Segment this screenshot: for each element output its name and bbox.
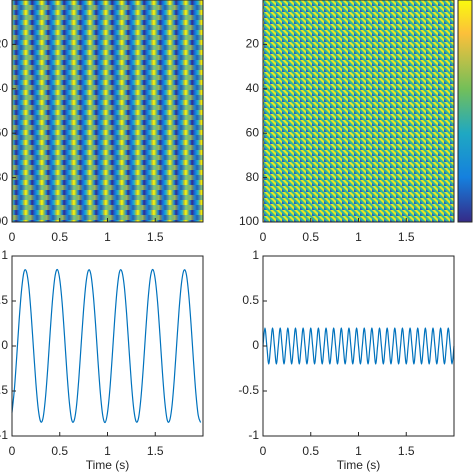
y-tick-label: 0.5 bbox=[0, 293, 8, 307]
x-tick-label: 0 bbox=[260, 230, 267, 244]
y-tick-label: 80 bbox=[246, 170, 260, 184]
x-tick-label: 1 bbox=[355, 444, 362, 458]
y-tick-label: 1 bbox=[252, 248, 259, 262]
line bbox=[262, 327, 455, 365]
y-tick-label: 1 bbox=[1, 248, 8, 262]
y-tick-label: 60 bbox=[0, 125, 8, 139]
x-tick-label: 1.5 bbox=[398, 444, 415, 458]
y-tick-label: 100 bbox=[239, 214, 259, 228]
heatmap-texture bbox=[12, 0, 203, 222]
y-tick-label: 0 bbox=[252, 338, 259, 352]
x-tick-label: 1.5 bbox=[398, 230, 415, 244]
colorbar bbox=[457, 0, 473, 223]
x-tick-label: 0.5 bbox=[302, 444, 319, 458]
y-tick-label: 60 bbox=[246, 125, 260, 139]
y-tick-label: 20 bbox=[0, 37, 8, 51]
x-tick-label: 0 bbox=[9, 444, 16, 458]
y-tick-label: 20 bbox=[246, 37, 260, 51]
x-tick-label: 0.5 bbox=[51, 230, 68, 244]
y-tick-label: 100 bbox=[0, 214, 8, 228]
y-tick-label: 0 bbox=[1, 338, 8, 352]
y-tick-label: 40 bbox=[246, 81, 260, 95]
line bbox=[11, 268, 202, 424]
y-tick-label: -1 bbox=[248, 428, 259, 442]
y-tick-label: 80 bbox=[0, 170, 8, 184]
x-tick-label: 1 bbox=[104, 444, 111, 458]
x-tick-label: 0.5 bbox=[51, 444, 68, 458]
x-tick-label: 1.5 bbox=[147, 230, 164, 244]
y-tick-label: -0.5 bbox=[0, 383, 8, 397]
x-tick-label: 0.5 bbox=[302, 230, 319, 244]
x-tick-label: 1 bbox=[355, 230, 362, 244]
y-tick-label: 40 bbox=[0, 81, 8, 95]
x-tick-label: 0 bbox=[260, 444, 267, 458]
x-tick-label: 1 bbox=[104, 230, 111, 244]
x-axis-label: Time (s) bbox=[337, 458, 381, 472]
y-tick-label: -0.5 bbox=[238, 383, 259, 397]
y-tick-label: -1 bbox=[0, 428, 8, 442]
x-tick-label: 1.5 bbox=[147, 444, 164, 458]
x-axis-label: Time (s) bbox=[86, 458, 130, 472]
y-tick-label: 0.5 bbox=[242, 293, 259, 307]
heatmap-image bbox=[263, 0, 454, 222]
x-tick-label: 0 bbox=[9, 230, 16, 244]
